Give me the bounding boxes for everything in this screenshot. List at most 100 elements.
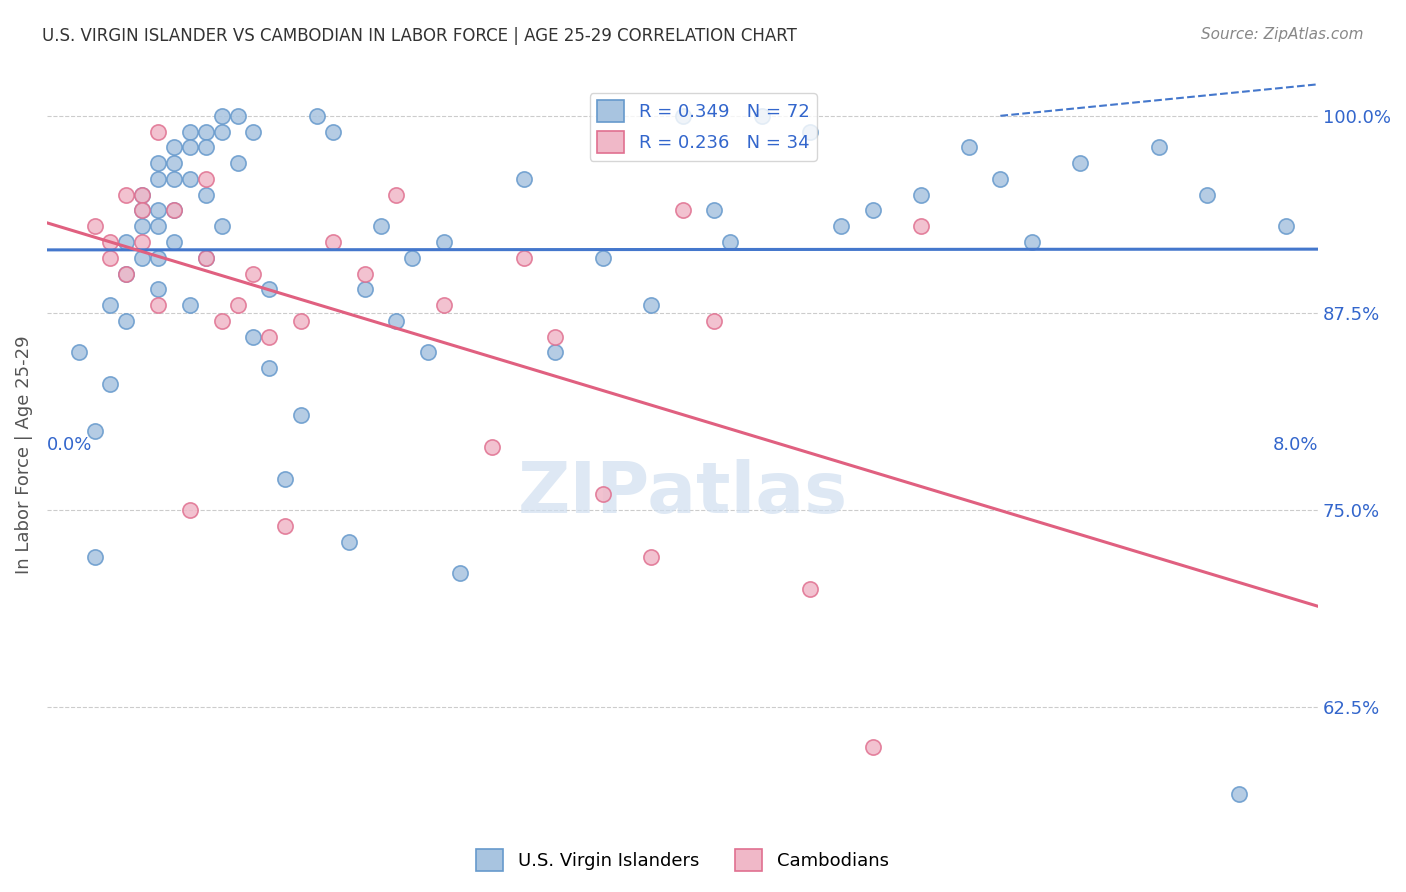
Point	[83, 424, 105, 438]
Point	[100, 251, 122, 265]
Point	[146, 219, 169, 234]
Point	[100, 235, 122, 249]
Text: 0.0%: 0.0%	[46, 435, 93, 454]
Legend: R = 0.349   N = 72, R = 0.236   N = 34: R = 0.349 N = 72, R = 0.236 N = 34	[591, 93, 817, 161]
Point	[274, 472, 297, 486]
Point	[146, 282, 169, 296]
Point	[83, 219, 105, 234]
Point	[799, 582, 821, 596]
Text: Source: ZipAtlas.com: Source: ZipAtlas.com	[1201, 27, 1364, 42]
Point	[146, 251, 169, 265]
Point	[1195, 187, 1218, 202]
Point	[274, 519, 297, 533]
Point	[115, 267, 138, 281]
Point	[799, 125, 821, 139]
Point	[910, 187, 932, 202]
Point	[179, 125, 201, 139]
Point	[100, 298, 122, 312]
Point	[131, 219, 153, 234]
Point	[305, 109, 328, 123]
Text: ZIPatlas: ZIPatlas	[517, 459, 848, 528]
Point	[290, 314, 312, 328]
Point	[131, 187, 153, 202]
Point	[481, 440, 503, 454]
Point	[146, 156, 169, 170]
Point	[115, 314, 138, 328]
Point	[194, 251, 217, 265]
Point	[1147, 140, 1170, 154]
Point	[433, 298, 456, 312]
Point	[751, 109, 773, 123]
Point	[671, 203, 693, 218]
Point	[512, 172, 534, 186]
Point	[211, 125, 233, 139]
Point	[194, 125, 217, 139]
Point	[322, 125, 344, 139]
Point	[353, 282, 375, 296]
Point	[592, 487, 614, 501]
Point	[259, 361, 281, 376]
Point	[211, 314, 233, 328]
Point	[640, 298, 662, 312]
Point	[1021, 235, 1043, 249]
Point	[544, 329, 567, 343]
Point	[163, 172, 186, 186]
Point	[115, 187, 138, 202]
Point	[226, 109, 249, 123]
Point	[957, 140, 980, 154]
Point	[211, 109, 233, 123]
Point	[259, 282, 281, 296]
Point	[433, 235, 456, 249]
Point	[163, 203, 186, 218]
Point	[1227, 787, 1250, 801]
Point	[862, 739, 884, 754]
Point	[146, 298, 169, 312]
Point	[131, 203, 153, 218]
Point	[401, 251, 423, 265]
Point	[242, 267, 264, 281]
Point	[194, 172, 217, 186]
Point	[194, 251, 217, 265]
Point	[862, 203, 884, 218]
Point	[640, 550, 662, 565]
Point	[163, 140, 186, 154]
Point	[830, 219, 852, 234]
Point	[131, 187, 153, 202]
Point	[671, 109, 693, 123]
Point	[242, 125, 264, 139]
Point	[418, 345, 440, 359]
Point	[370, 219, 392, 234]
Point	[544, 345, 567, 359]
Point	[988, 172, 1011, 186]
Point	[83, 550, 105, 565]
Point	[226, 298, 249, 312]
Point	[179, 298, 201, 312]
Point	[592, 251, 614, 265]
Point	[703, 203, 725, 218]
Point	[353, 267, 375, 281]
Point	[131, 203, 153, 218]
Point	[131, 251, 153, 265]
Point	[910, 219, 932, 234]
Point	[322, 235, 344, 249]
Point	[226, 156, 249, 170]
Point	[1069, 156, 1091, 170]
Text: 8.0%: 8.0%	[1272, 435, 1319, 454]
Point	[211, 219, 233, 234]
Point	[179, 503, 201, 517]
Point	[179, 172, 201, 186]
Point	[194, 187, 217, 202]
Point	[449, 566, 471, 581]
Text: U.S. VIRGIN ISLANDER VS CAMBODIAN IN LABOR FORCE | AGE 25-29 CORRELATION CHART: U.S. VIRGIN ISLANDER VS CAMBODIAN IN LAB…	[42, 27, 797, 45]
Point	[146, 203, 169, 218]
Point	[1275, 219, 1298, 234]
Point	[194, 140, 217, 154]
Point	[163, 203, 186, 218]
Point	[290, 409, 312, 423]
Point	[385, 314, 408, 328]
Point	[718, 235, 741, 249]
Point	[115, 235, 138, 249]
Point	[163, 156, 186, 170]
Point	[163, 235, 186, 249]
Point	[337, 534, 360, 549]
